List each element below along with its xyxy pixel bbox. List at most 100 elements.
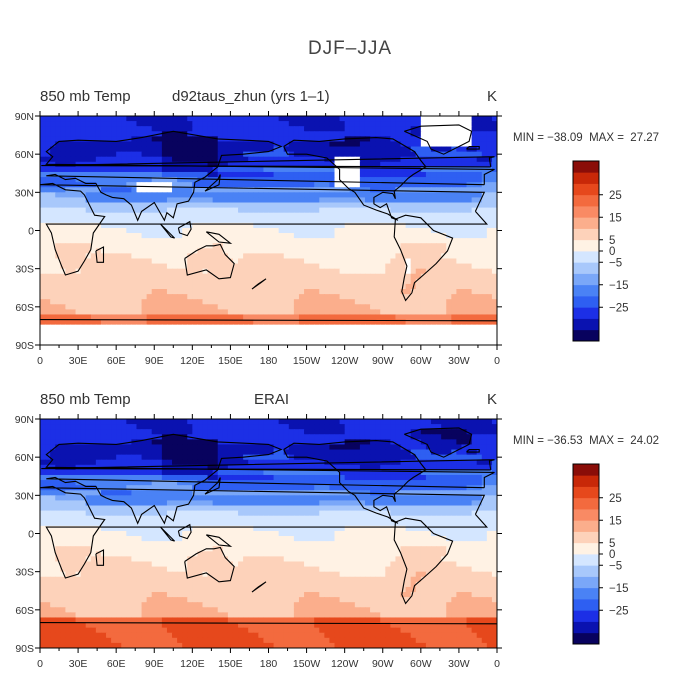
panel-top-field-cell <box>471 212 478 219</box>
panel-bottom-field-cell <box>121 419 127 425</box>
panel-top-field-cell <box>121 263 127 270</box>
panel-top-field-cell <box>441 238 447 244</box>
panel-top-field-cell <box>222 258 229 265</box>
panel-top-field-cell <box>329 202 336 209</box>
panel-top-field-cell <box>253 171 259 178</box>
panel-top-field-cell <box>415 161 422 168</box>
panel-top-field-cell <box>324 258 331 265</box>
panel-top-field-cell <box>491 233 497 239</box>
panel-top-field-cell <box>253 329 259 336</box>
panel-top-field-cell <box>481 243 488 249</box>
panel-top-field-cell <box>354 314 361 321</box>
panel-bottom-field-cell <box>90 454 97 461</box>
panel-top-field-cell <box>349 263 356 270</box>
panel-top-field-cell <box>451 187 457 193</box>
panel-top-field-cell <box>375 294 381 300</box>
panel-top-field-cell <box>344 268 351 275</box>
panel-top-field-cell <box>50 334 56 341</box>
panel-bottom-field-cell <box>65 459 72 466</box>
panel-bottom-field-cell <box>349 454 356 461</box>
panel-top-field-cell <box>202 192 209 199</box>
panel-top-field-cell <box>232 319 239 326</box>
panel-top-field-cell <box>187 146 193 153</box>
panel-bottom-field-cell <box>111 459 117 466</box>
panel-top-field-cell <box>151 289 158 295</box>
panel-top-field-cell <box>202 289 209 295</box>
panel-top-field-cell <box>243 131 249 137</box>
panel-top-field-cell <box>202 278 209 285</box>
panel-top-field-cell <box>339 339 346 345</box>
panel-top-field-cell <box>197 197 204 204</box>
panel-top-field-cell <box>136 334 143 341</box>
panel-top-field-cell <box>121 248 127 254</box>
panel-top-field-cell <box>288 161 295 168</box>
panel-bottom-field-cell <box>375 459 381 466</box>
panel-bottom-field-cell <box>151 444 158 451</box>
panel-top-field-cell <box>106 334 112 341</box>
panel-top-field-cell <box>146 268 153 275</box>
panel-top-field-cell <box>166 177 173 183</box>
panel-top-field-cell <box>364 329 371 336</box>
panel-top-colorbar-swatch <box>573 262 599 274</box>
panel-top-field-cell <box>354 283 361 290</box>
panel-top-field-cell <box>222 141 229 148</box>
panel-bottom-field-cell <box>314 459 320 466</box>
panel-bottom-field-cell <box>243 444 249 451</box>
panel-top-field-cell <box>364 212 371 219</box>
panel-top-field-cell <box>151 324 158 331</box>
panel-top-field-cell <box>172 238 178 244</box>
panel-top-field-cell <box>268 258 275 265</box>
panel-top-field-cell <box>227 126 234 132</box>
panel-top-field-cell <box>212 258 219 265</box>
panel-top-field-cell <box>166 258 173 265</box>
panel-top-field-cell <box>466 334 473 341</box>
panel-top-field-cell <box>90 304 97 310</box>
panel-bottom-field-cell <box>55 429 61 435</box>
panel-top-field-cell <box>177 121 183 127</box>
panel-top-field-cell <box>136 263 143 270</box>
panel-bottom-field-cell <box>425 419 432 425</box>
panel-top-field-cell <box>436 278 442 285</box>
panel-top-field-cell <box>436 212 442 219</box>
panel-top-field-cell <box>405 273 412 280</box>
panel-top-field-cell <box>304 339 310 345</box>
panel-top-field-cell <box>273 192 280 199</box>
panel-top-field-cell <box>278 304 285 310</box>
panel-top-field-cell <box>227 182 234 188</box>
panel-top-field-cell <box>283 156 290 163</box>
panel-top-field-cell <box>243 238 249 244</box>
panel-top-field-cell <box>400 141 407 148</box>
panel-top-field-cell <box>476 136 483 143</box>
panel-top-field-cell <box>430 141 437 148</box>
panel-bottom-field-cell <box>243 429 249 435</box>
panel-bottom-field-cell <box>288 459 295 466</box>
panel-top-field-cell <box>197 299 204 305</box>
panel-top-field-cell <box>436 187 442 193</box>
panel-top-field-cell <box>486 212 493 219</box>
panel-top-field-cell <box>451 319 457 326</box>
panel-top-field-cell <box>227 156 234 163</box>
panel-top-field-cell <box>232 278 239 285</box>
panel-top-field-cell <box>126 141 132 148</box>
panel-top-field-cell <box>207 289 214 295</box>
panel-top-field-cell <box>339 289 346 295</box>
panel-top-field-cell <box>156 166 163 173</box>
panel-top-field-cell <box>187 243 193 249</box>
panel-bottom-field-cell <box>136 419 143 425</box>
panel-top-field-cell <box>273 268 280 275</box>
panel-top-field-cell <box>197 314 204 321</box>
panel-top-field-cell <box>420 131 427 137</box>
panel-top-field-cell <box>288 233 295 239</box>
panel-top-field-cell <box>182 222 188 229</box>
panel-top-field-cell <box>364 202 371 209</box>
panel-top-field-cell <box>65 233 72 239</box>
panel-bottom-field-cell <box>456 424 463 430</box>
panel-top-field-cell <box>456 131 463 137</box>
panel-top-field-cell <box>238 263 244 270</box>
panel-top-field-cell <box>172 212 178 219</box>
panel-top-field-cell <box>238 294 244 300</box>
panel-top-field-cell <box>359 268 366 275</box>
panel-top-field-cell <box>100 289 107 295</box>
panel-top-field-cell <box>111 207 117 214</box>
panel-top-field-cell <box>136 278 143 285</box>
